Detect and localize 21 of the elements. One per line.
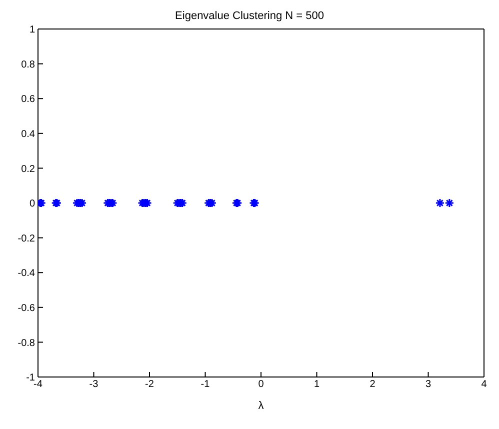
y-tick-label: 0.8	[21, 59, 36, 70]
y-tick-label: -0.4	[18, 268, 36, 280]
y-tick-label: -0.2	[18, 233, 36, 244]
x-tick-label: 3	[425, 379, 432, 390]
x-axis-title: λ	[258, 400, 264, 412]
x-tick-label: -2	[145, 379, 154, 390]
y-tick-label: 1	[29, 24, 36, 36]
y-tick-label: -0.8	[18, 338, 36, 349]
x-tick-label: 1	[314, 379, 320, 390]
y-tick-label: 0.6	[21, 94, 36, 106]
x-tick-label: 0	[258, 379, 264, 390]
y-tick-label: 0.2	[21, 164, 36, 175]
x-tick-label: -1	[200, 379, 210, 390]
y-tick-label: 0	[29, 198, 36, 210]
x-tick-label: -3	[89, 379, 99, 390]
y-tick-label: -0.6	[18, 302, 36, 314]
x-tick-label: 2	[370, 379, 376, 390]
x-tick-label: 4	[481, 379, 488, 390]
x-tick-label: -4	[34, 379, 43, 390]
y-tick-label: 0.4	[21, 128, 36, 140]
chart-title: Eigenvalue Clustering N = 500	[174, 10, 325, 22]
